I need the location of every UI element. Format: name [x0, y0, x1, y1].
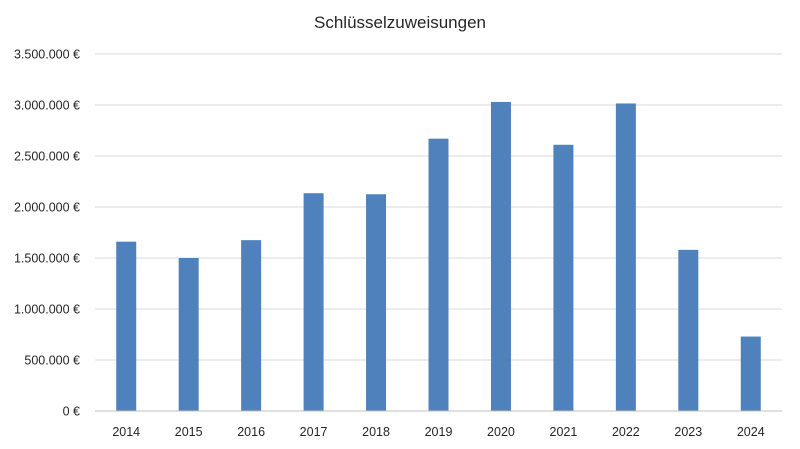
bar-2018: [366, 194, 387, 411]
x-tick-label: 2016: [237, 425, 265, 439]
y-tick-label: 3.000.000 €: [14, 99, 80, 113]
x-tick-label: 2021: [550, 425, 578, 439]
x-tick-label: 2017: [300, 425, 328, 439]
y-tick-label: 2.000.000 €: [14, 201, 80, 215]
bar-2015: [178, 258, 199, 411]
bar-2022: [615, 103, 636, 411]
x-tick-label: 2024: [737, 425, 765, 439]
bar-2019: [428, 138, 449, 411]
x-tick-label: 2018: [362, 425, 390, 439]
bar-2023: [678, 249, 699, 411]
x-tick-label: 2023: [674, 425, 702, 439]
x-tick-label: 2020: [487, 425, 515, 439]
y-tick-label: 500.000 €: [24, 354, 80, 368]
y-tick-label: 1.500.000 €: [14, 252, 80, 266]
y-tick-label: 1.000.000 €: [14, 303, 80, 317]
y-tick-label: 3.500.000 €: [14, 48, 80, 62]
bar-2020: [490, 101, 511, 411]
y-tick-label: 0 €: [63, 405, 80, 419]
y-tick-label: 2.500.000 €: [14, 150, 80, 164]
y-axis-tick-labels: 0 € 500.000 € 1.000.000 € 1.500.000 € 2.000.…: [14, 48, 80, 419]
x-tick-label: 2019: [425, 425, 453, 439]
bar-2021: [553, 144, 574, 411]
bar-2014: [116, 241, 137, 411]
chart-title: Schlüsselzuweisungen: [314, 13, 486, 32]
x-tick-label: 2014: [112, 425, 140, 439]
x-axis-tick-labels: 2014 2015 2016 2017 2018 2019 2020 2021 2022 2023…: [112, 425, 764, 439]
bar-2017: [303, 193, 324, 411]
x-tick-label: 2022: [612, 425, 640, 439]
bars: [116, 101, 761, 411]
x-tick-label: 2015: [175, 425, 203, 439]
bar-2024: [740, 336, 761, 411]
bar-2016: [241, 240, 262, 411]
